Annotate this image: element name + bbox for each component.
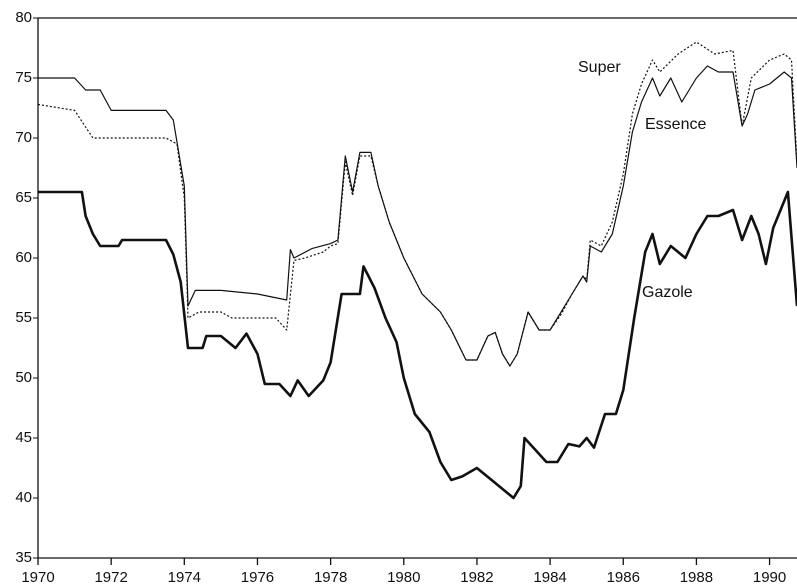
series-line bbox=[37, 41, 797, 367]
y-tick-label: 65 bbox=[15, 189, 32, 206]
y-tick-label: 55 bbox=[15, 309, 32, 326]
x-tick-label: 1978 bbox=[314, 569, 347, 586]
y-tick-label: 45 bbox=[15, 429, 32, 446]
series-line bbox=[38, 190, 797, 500]
series-label: Gazole bbox=[642, 284, 693, 301]
series-label: Super bbox=[578, 59, 621, 76]
x-tick-label: 1990 bbox=[753, 569, 786, 586]
x-tick-label: 1970 bbox=[21, 569, 54, 586]
y-tick-label: 35 bbox=[15, 549, 32, 566]
x-tick-label: 1986 bbox=[607, 569, 640, 586]
x-tick-label: 1976 bbox=[241, 569, 274, 586]
x-tick-label: 1988 bbox=[680, 569, 713, 586]
y-tick-label: 75 bbox=[15, 69, 32, 86]
x-tick-label: 1982 bbox=[460, 569, 493, 586]
x-tick-label: 1984 bbox=[533, 569, 566, 586]
y-tick-label: 80 bbox=[15, 9, 32, 26]
y-tick-label: 40 bbox=[15, 489, 32, 506]
x-tick-label: 1980 bbox=[387, 569, 420, 586]
y-tick-label: 70 bbox=[15, 129, 32, 146]
series-line bbox=[38, 65, 797, 367]
x-tick-label: 1974 bbox=[168, 569, 201, 586]
y-tick-label: 50 bbox=[15, 369, 32, 386]
x-tick-label: 1972 bbox=[94, 569, 127, 586]
axis-frame bbox=[37, 17, 797, 559]
series-label: Essence bbox=[645, 116, 706, 133]
y-tick-label: 60 bbox=[15, 249, 32, 266]
